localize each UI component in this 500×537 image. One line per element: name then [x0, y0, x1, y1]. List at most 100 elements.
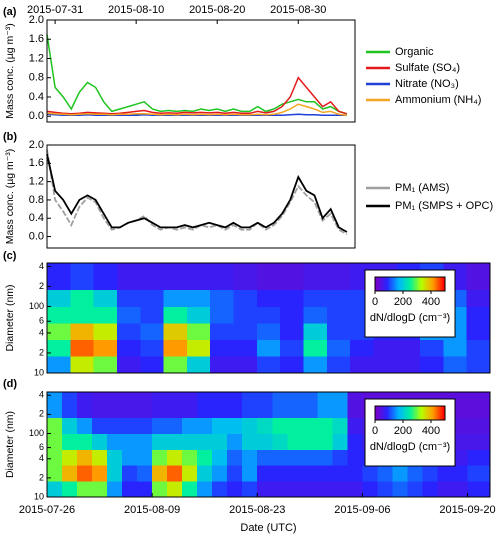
heatmap-cell	[77, 449, 93, 466]
heatmap-cell	[466, 356, 491, 374]
heatmap-cell	[466, 289, 491, 307]
heatmap-cell	[47, 356, 71, 374]
plot-frame	[46, 144, 356, 249]
heatmap-cell	[420, 356, 444, 374]
colorbar-swatch	[376, 277, 379, 291]
heatmap-cell	[163, 263, 188, 290]
heatmap-cell	[347, 449, 363, 466]
heatmap-cell	[347, 464, 363, 482]
x-tick-label: 2015-07-31	[27, 4, 83, 16]
heatmap-cell	[350, 356, 374, 374]
heatmap-cell	[233, 323, 258, 340]
legend-label: Sulfate (SO₄)	[395, 62, 460, 74]
heatmap-cell	[93, 356, 118, 374]
colorbar-swatch	[401, 406, 404, 420]
colorbar-swatch	[390, 277, 393, 291]
heatmap-cell	[210, 263, 235, 290]
x-tick-label: 2015-08-09	[124, 504, 180, 516]
colorbar-swatch	[375, 277, 378, 291]
colorbar-swatch	[422, 277, 425, 291]
colorbar-swatch	[387, 277, 390, 291]
colorbar-frame	[374, 276, 446, 292]
heatmap-cell	[152, 464, 168, 482]
y-tick-label: 4	[39, 327, 44, 337]
colorbar-swatch	[399, 406, 402, 420]
heatmap-cell	[77, 392, 93, 418]
heatmap-cell	[167, 464, 183, 482]
heatmap-cell	[70, 263, 95, 290]
heatmap-cell	[122, 464, 138, 482]
colorbar-tick-label: 400	[422, 296, 440, 308]
heatmap-cell	[107, 417, 123, 434]
heatmap-cell	[186, 289, 211, 307]
heatmap-cell	[233, 263, 258, 290]
y-tick-label: 6	[39, 442, 44, 452]
heatmap-cell	[47, 323, 71, 340]
heatmap-cell	[152, 417, 168, 434]
colorbar-swatch	[438, 406, 441, 420]
heatmap-cell	[182, 480, 198, 498]
heatmap-cell	[233, 356, 258, 374]
heatmap-cell	[182, 417, 198, 434]
colorbar-swatch	[417, 406, 420, 420]
colorbar-swatch	[432, 277, 435, 291]
heatmap-cell	[332, 480, 348, 498]
heatmap-cell	[167, 433, 183, 450]
heatmap-cell	[152, 449, 168, 466]
heatmap-cell	[210, 356, 235, 374]
heatmap-cell	[287, 449, 303, 466]
series-line	[46, 34, 348, 115]
heatmap-cell	[302, 480, 318, 498]
heatmap-cell	[227, 392, 243, 418]
colorbar-swatch	[443, 406, 446, 420]
heatmap-cell	[197, 392, 213, 418]
colorbar-swatch	[424, 406, 427, 420]
heatmap-cell	[116, 306, 141, 324]
heatmap-cell	[210, 289, 235, 307]
panel-label: (d)	[3, 378, 17, 390]
x-tick-label: 2015-07-26	[19, 504, 75, 516]
heatmap-cell	[256, 306, 281, 324]
colorbar-swatch	[431, 277, 434, 291]
heatmap-cell	[137, 480, 153, 498]
heatmap-cell	[137, 449, 153, 466]
y-tick-label: 4	[39, 390, 44, 400]
heatmap-cell	[140, 339, 165, 357]
colorbar-swatch	[413, 406, 416, 420]
colorbar-tick-label: 0	[372, 425, 378, 437]
heatmap-cell	[302, 392, 318, 418]
y-axis-title: Mass conc. (µg m⁻³)	[4, 149, 16, 245]
y-axis-title: Mass conc. (µg m⁻³)	[4, 23, 16, 119]
colorbar-swatch	[411, 406, 414, 420]
heatmap-cell	[93, 323, 118, 340]
heatmap-cell	[77, 417, 93, 434]
heatmap-cell	[280, 339, 304, 357]
heatmap-cell	[92, 433, 108, 450]
heatmap-cell	[326, 289, 351, 307]
colorbar-swatch	[429, 277, 432, 291]
heatmap-cell	[303, 306, 328, 324]
heatmap-cell	[107, 464, 123, 482]
heatmap-cell	[317, 392, 333, 418]
heatmap-cell	[210, 306, 235, 324]
y-axis-title: Diameter (nm)	[4, 284, 16, 351]
heatmap-cell	[233, 306, 258, 324]
heatmap-cell	[227, 433, 243, 450]
heatmap-cell	[452, 417, 468, 434]
colorbar-swatch	[399, 277, 402, 291]
heatmap-cell	[443, 356, 468, 374]
colorbar-swatch	[382, 406, 385, 420]
heatmap-cell	[47, 433, 63, 450]
heatmap-cell	[466, 306, 491, 324]
heatmap-cell	[152, 480, 168, 498]
heatmap-cell	[347, 433, 363, 450]
heatmap-cell	[317, 464, 333, 482]
heatmap-cell	[332, 417, 348, 434]
colorbar-swatch	[397, 277, 400, 291]
heatmap-cell	[47, 392, 63, 418]
colorbar-swatch	[389, 277, 392, 291]
heatmap-cell	[92, 449, 108, 466]
heatmap-cell	[242, 449, 258, 466]
heatmap-cell	[257, 433, 273, 450]
